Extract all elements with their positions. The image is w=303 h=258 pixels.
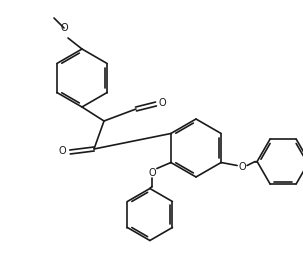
- Text: O: O: [238, 162, 246, 172]
- Text: O: O: [158, 98, 166, 108]
- Text: O: O: [148, 167, 156, 178]
- Text: O: O: [60, 23, 68, 33]
- Text: O: O: [58, 146, 66, 156]
